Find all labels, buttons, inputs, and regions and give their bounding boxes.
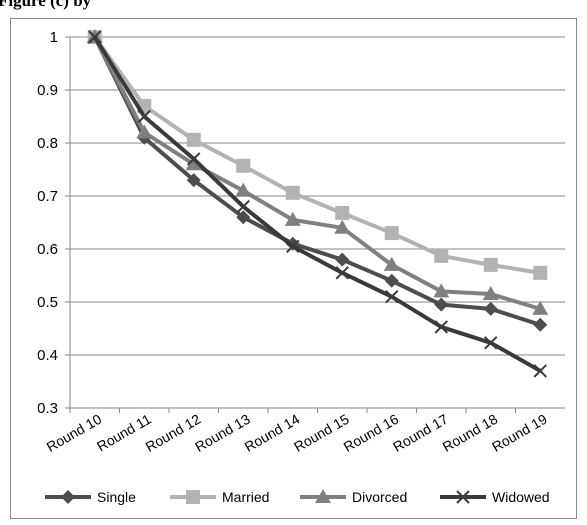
y-tick-label: 0.8 [37, 135, 58, 152]
marker [483, 301, 498, 316]
marker [187, 152, 201, 166]
legend-label: Single [97, 489, 136, 505]
y-tick-label: 1 [50, 29, 58, 46]
marker [236, 199, 250, 214]
legend-label: Divorced [352, 489, 407, 505]
marker [335, 266, 349, 280]
marker [334, 219, 351, 234]
marker [335, 205, 350, 220]
legend-label: Married [222, 489, 269, 505]
marker [185, 156, 202, 171]
marker [434, 320, 448, 334]
marker [434, 297, 449, 312]
marker [533, 265, 548, 280]
marker [335, 252, 350, 267]
marker [484, 336, 498, 350]
marker [434, 248, 449, 263]
marker [532, 300, 549, 315]
marker [137, 109, 151, 124]
marker [533, 364, 547, 378]
y-tick-label: 0.7 [37, 188, 58, 205]
marker [315, 489, 331, 503]
marker [186, 173, 201, 188]
y-tick-label: 0.6 [37, 241, 58, 258]
marker [136, 124, 153, 139]
chart-title: Figure (c) by [0, 0, 92, 10]
chart-frame [10, 18, 577, 519]
marker [186, 490, 200, 504]
y-tick-label: 0.3 [37, 400, 58, 417]
marker [482, 286, 499, 301]
marker [384, 273, 399, 288]
y-tick-label: 0.4 [37, 347, 58, 364]
series-line [92, 36, 541, 327]
marker [286, 239, 300, 254]
marker [186, 132, 201, 147]
y-tick-label: 0.5 [37, 294, 58, 311]
marker [235, 182, 252, 197]
y-tick-label: 0.9 [37, 82, 58, 99]
marker [383, 256, 400, 271]
marker [236, 210, 251, 225]
marker [533, 317, 548, 332]
marker [88, 30, 102, 44]
series-line [93, 35, 541, 275]
marker [433, 283, 450, 298]
marker [236, 158, 251, 173]
marker [61, 490, 75, 504]
marker [284, 211, 301, 226]
legend-label: Widowed [492, 489, 550, 505]
marker [385, 289, 399, 304]
series-line [93, 35, 542, 373]
marker [384, 226, 399, 241]
marker [456, 490, 470, 504]
marker [483, 257, 498, 272]
marker [285, 185, 300, 200]
series-line [92, 36, 541, 311]
